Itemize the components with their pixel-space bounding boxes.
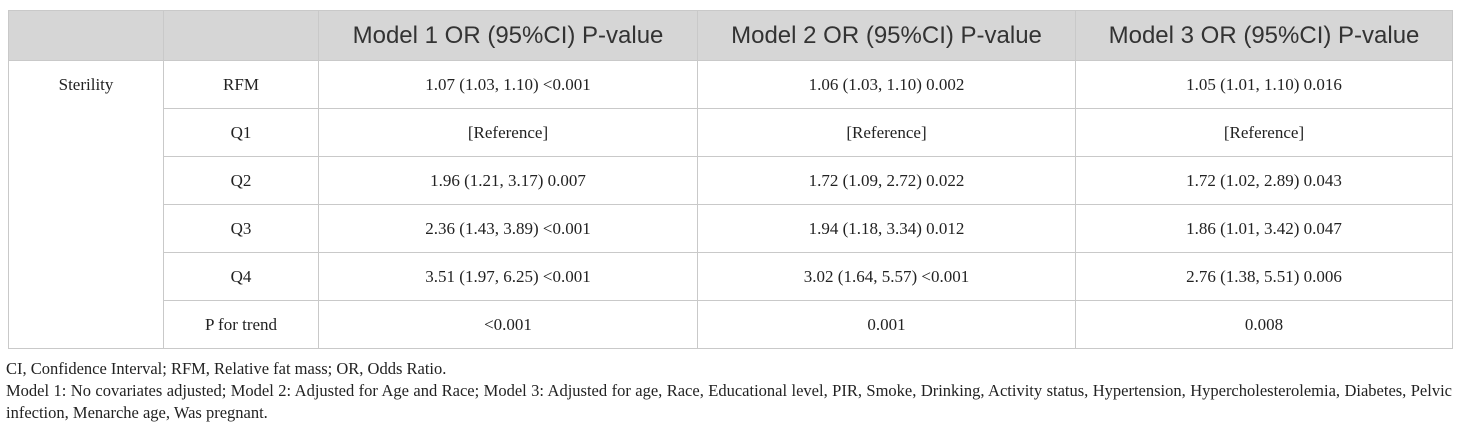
cell: <0.001 [318, 300, 698, 349]
cell: 2.36 (1.43, 3.89) <0.001 [318, 204, 698, 253]
footnote: CI, Confidence Interval; RFM, Relative f… [6, 359, 447, 378]
cell: 1.96 (1.21, 3.17) 0.007 [318, 156, 698, 205]
footnote: Model 1: No covariates adjusted; Model 2… [6, 381, 1452, 422]
row-label: Q3 [163, 204, 319, 253]
results-table: Model 1 OR (95%CI) P-value Model 2 OR (95… [8, 10, 1453, 349]
row-label: Q2 [163, 156, 319, 205]
table-body: Sterility RFM 1.07 (1.03, 1.10) <0.001 1.06… [8, 60, 1453, 349]
header-blank [8, 10, 164, 61]
cell: 1.86 (1.01, 3.42) 0.047 [1075, 204, 1453, 253]
header-row: Model 1 OR (95%CI) P-value Model 2 OR (95… [8, 10, 1453, 61]
cell: 3.51 (1.97, 6.25) <0.001 [318, 252, 698, 301]
table-row: Q2 1.96 (1.21, 3.17) 0.007 1.72 (1.09, 2.7… [9, 156, 1453, 205]
row-label: RFM [163, 60, 319, 109]
cell: 1.06 (1.03, 1.10) 0.002 [697, 60, 1076, 109]
cell: [Reference] [318, 108, 698, 157]
footnotes: CI, Confidence Interval; RFM, Relative f… [6, 358, 1452, 424]
group-label: Sterility [8, 60, 164, 349]
cell: 1.05 (1.01, 1.10) 0.016 [1075, 60, 1453, 109]
table-row: P for trend <0.001 0.001 0.008 [9, 300, 1453, 349]
row-label: P for trend [163, 300, 319, 349]
row-label: Q1 [163, 108, 319, 157]
table-row: Q4 3.51 (1.97, 6.25) <0.001 3.02 (1.64, 5.… [9, 252, 1453, 301]
cell: 0.001 [697, 300, 1076, 349]
cell: [Reference] [697, 108, 1076, 157]
header-blank [163, 10, 319, 61]
cell: 3.02 (1.64, 5.57) <0.001 [697, 252, 1076, 301]
table-row: Q1 [Reference] [Reference] [Reference] [9, 108, 1453, 157]
row-label: Q4 [163, 252, 319, 301]
cell: 1.94 (1.18, 3.34) 0.012 [697, 204, 1076, 253]
table-row: Sterility RFM 1.07 (1.03, 1.10) <0.001 1.06… [8, 60, 1453, 349]
column-header: Model 2 OR (95%CI) P-value [697, 10, 1076, 61]
cell: 1.72 (1.09, 2.72) 0.022 [697, 156, 1076, 205]
table-wrap: Model 1 OR (95%CI) P-value Model 2 OR (95… [8, 10, 1453, 349]
column-header: Model 3 OR (95%CI) P-value [1075, 10, 1453, 61]
column-header: Model 1 OR (95%CI) P-value [318, 10, 698, 61]
cell: 0.008 [1075, 300, 1453, 349]
cell: 1.72 (1.02, 2.89) 0.043 [1075, 156, 1453, 205]
table-row: Q3 2.36 (1.43, 3.89) <0.001 1.94 (1.18, 3.… [9, 204, 1453, 253]
cell: 2.76 (1.38, 5.51) 0.006 [1075, 252, 1453, 301]
cell: 1.07 (1.03, 1.10) <0.001 [318, 60, 698, 109]
cell: [Reference] [1075, 108, 1453, 157]
